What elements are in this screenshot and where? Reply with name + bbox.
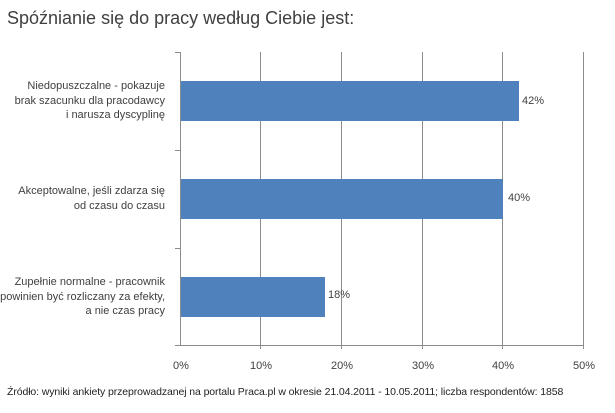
chart-title: Spóźnianie się do pracy według Ciebie je… <box>7 8 355 28</box>
category-label-line: a nie czas pracy <box>85 305 165 317</box>
category-label-line: Niedopuszczalne - pokazuje <box>27 80 165 92</box>
category-label-line: i narusza dyscyplinę <box>65 109 165 121</box>
bar-2 <box>181 179 503 219</box>
bar-value-label-1: 42% <box>522 95 545 107</box>
category-label-1: Niedopuszczalne - pokazuje brak szacunku… <box>0 79 165 123</box>
bar-1 <box>181 81 519 121</box>
category-label-line: od czasu do czasu <box>73 199 165 212</box>
y-tick <box>175 248 181 249</box>
category-label-line: Akceptowalne, jeśli zdarza się <box>18 185 165 197</box>
x-tick-label: 40% <box>491 360 515 372</box>
x-tick-label: 10% <box>249 360 273 372</box>
category-label-2: Akceptowalne, jeśli zdarza się od czasu … <box>0 184 165 213</box>
category-label-line: brak szacunku dla pracodawcy <box>14 94 165 107</box>
x-axis <box>175 345 584 346</box>
gridline-50 <box>583 52 584 349</box>
category-label-3: Zupełnie normalne - pracownik powinien b… <box>0 275 165 319</box>
x-tick-label: 50% <box>572 360 596 372</box>
source-note: Źródło: wyniki ankiety przeprowadzanej n… <box>7 386 564 398</box>
y-axis <box>180 52 181 346</box>
y-tick <box>175 52 181 53</box>
bar-value-label-3: 18% <box>328 289 351 301</box>
bar-value-label-2: 40% <box>508 192 531 204</box>
y-tick <box>175 150 181 151</box>
bar-3 <box>181 277 325 317</box>
x-tick-label: 20% <box>330 360 354 372</box>
category-label-line: powinien być rozliczany za efekty, <box>0 290 165 303</box>
x-tick-label: 0% <box>173 360 189 372</box>
x-tick-label: 30% <box>411 360 435 372</box>
category-label-line: Zupełnie normalne - pracownik <box>14 276 165 288</box>
